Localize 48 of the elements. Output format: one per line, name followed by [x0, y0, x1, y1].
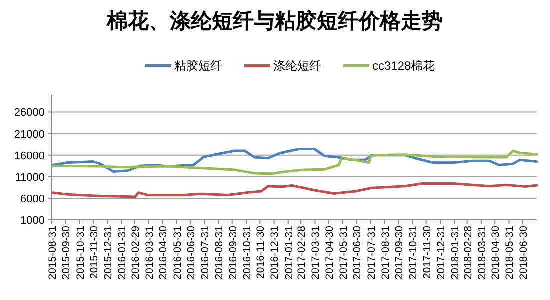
xtick: 2018-01-31: [450, 226, 462, 280]
legend-label: cc3128棉花: [372, 59, 436, 73]
xtick: 2017-10-31: [408, 226, 420, 280]
ytick: 26000: [14, 107, 45, 120]
xtick: 2017-03-31: [310, 226, 322, 280]
xtick: 2016-10-31: [241, 226, 254, 280]
title: 棉花、涤纶短纤与粘胶短纤价格走势: [107, 9, 443, 33]
ytick: 6000: [20, 193, 45, 206]
xtick: 2015-08-31: [47, 226, 59, 280]
xtick: 2015-10-31: [74, 226, 87, 280]
xtick: 2016-09-30: [227, 226, 240, 280]
xtick: 2016-01-31: [116, 226, 129, 280]
xtick: 2017-07-31: [366, 226, 378, 280]
xtick: 2018-04-30: [490, 226, 502, 280]
xtick: 2018-05-31: [504, 226, 516, 280]
legend-item: 涤纶短纤: [244, 59, 322, 73]
xtick: 2016-06-30: [185, 226, 198, 280]
legend-label: 涤纶短纤: [274, 59, 322, 73]
xtick: 2017-06-30: [352, 226, 364, 280]
xtick: 2015-09-30: [60, 226, 73, 280]
xtick: 2018-02-28: [462, 226, 474, 280]
xtick: 2016-03-31: [144, 226, 156, 280]
xtick: 2017-05-31: [338, 226, 350, 280]
xtick: 2016-11-30: [255, 226, 268, 279]
xtick: 2015-12-31: [102, 226, 115, 280]
xtick: 2016-04-30: [158, 226, 170, 280]
xtick: 2016-12-31: [269, 226, 282, 280]
xtick: 2016-07-31: [200, 226, 212, 280]
xtick: 2016-05-31: [172, 226, 184, 280]
ytick: 16000: [14, 150, 45, 162]
xtick: 2018-06-30: [518, 226, 530, 280]
xtick: 2017-12-31: [435, 226, 448, 280]
xtick: 2015-11-30: [88, 226, 100, 279]
xtick: 2018-03-31: [476, 226, 488, 280]
legend-item: 粘胶短纤: [146, 59, 222, 73]
xtick: 2017-02-28: [296, 226, 308, 280]
legend-item: cc3128棉花: [344, 59, 436, 73]
ytick: 11000: [15, 172, 45, 184]
xtick: 2016-08-31: [214, 226, 226, 280]
xtick: 2017-11-30: [421, 226, 434, 279]
legend-label: 粘胶短纤: [174, 59, 222, 73]
xtick: 2017-09-30: [394, 226, 406, 280]
xtick: 2017-08-31: [380, 226, 392, 280]
xtick: 2016-02-29: [130, 226, 142, 280]
ytick: 21000: [14, 128, 45, 141]
ytick: 1000: [20, 215, 45, 227]
xtick: 2017-04-30: [324, 226, 336, 280]
xtick: 2017-01-31: [283, 226, 296, 280]
